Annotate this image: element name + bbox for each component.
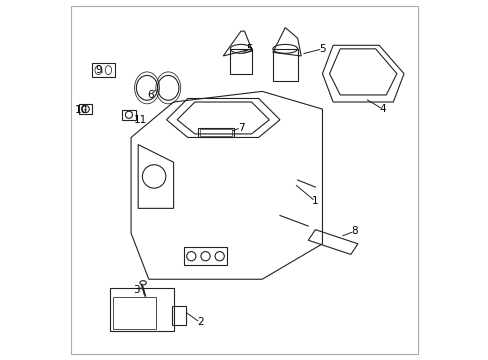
Text: 11: 11	[133, 116, 146, 125]
Bar	[122, 110, 135, 120]
Text: 5: 5	[246, 44, 253, 54]
Bar	[113, 297, 156, 329]
Text: 7: 7	[237, 122, 244, 132]
Text: 6: 6	[147, 90, 154, 100]
Text: 3: 3	[133, 285, 140, 295]
Bar	[79, 104, 92, 114]
Text: 1: 1	[311, 196, 318, 206]
Bar	[110, 288, 173, 330]
Text: 5: 5	[319, 44, 325, 54]
Text: 8: 8	[350, 226, 357, 237]
Bar	[171, 306, 185, 325]
Bar	[198, 127, 233, 138]
Text: 9: 9	[96, 65, 102, 75]
Text: 10: 10	[75, 105, 88, 115]
Text: 4: 4	[379, 104, 385, 114]
Bar	[184, 247, 226, 265]
Bar	[200, 129, 232, 136]
Text: 2: 2	[197, 318, 203, 328]
Bar	[92, 63, 115, 77]
